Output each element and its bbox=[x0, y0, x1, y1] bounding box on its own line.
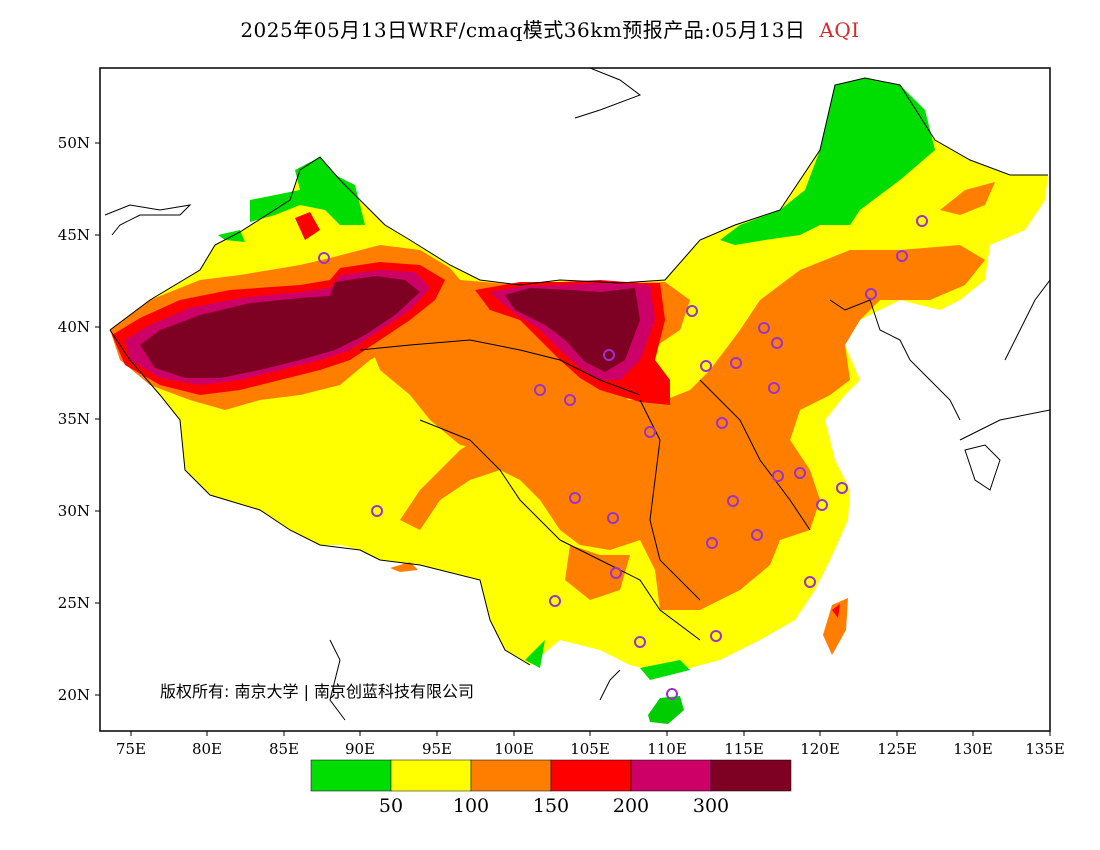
legend-label: 50 bbox=[379, 795, 403, 817]
lon-tick-label: 105E bbox=[570, 740, 610, 758]
lon-tick-label: 130E bbox=[953, 740, 993, 758]
station-marker bbox=[771, 337, 783, 349]
lon-axis: 75E 80E 85E 90E 95E 100E 105E 110E 115E … bbox=[116, 731, 1065, 758]
station-marker bbox=[730, 357, 742, 369]
lon-tick-label: 100E bbox=[494, 740, 534, 758]
lon-tick-label: 110E bbox=[647, 740, 687, 758]
aqi-zone-good-south bbox=[525, 640, 545, 668]
station-marker bbox=[768, 382, 780, 394]
station-marker bbox=[706, 537, 718, 549]
aqi-zone-hazardous-taklimakan bbox=[140, 276, 420, 378]
lon-tick-label: 120E bbox=[800, 740, 840, 758]
station-marker bbox=[666, 688, 678, 700]
taiwan-island bbox=[823, 598, 848, 655]
station-marker bbox=[534, 384, 546, 396]
station-marker bbox=[686, 305, 698, 317]
station-markers bbox=[318, 215, 928, 700]
station-marker bbox=[794, 467, 806, 479]
lat-tick-label: 50N bbox=[58, 134, 90, 152]
legend-swatch-unhealthy bbox=[550, 759, 632, 792]
lat-tick-label: 25N bbox=[58, 594, 90, 612]
lat-axis: 50N 45N 40N 35N 30N 25N 20N bbox=[58, 134, 100, 704]
lon-tick-label: 135E bbox=[1025, 740, 1065, 758]
map-frame bbox=[99, 67, 1051, 732]
lat-tick-label: 40N bbox=[58, 318, 90, 336]
lon-tick-label: 90E bbox=[345, 740, 375, 758]
legend-swatch-good bbox=[310, 759, 392, 792]
aqi-zone-sensitive-tibet bbox=[390, 562, 418, 572]
map-area bbox=[104, 68, 1050, 724]
station-marker bbox=[569, 492, 581, 504]
aqi-zone-sensitive-central bbox=[400, 245, 985, 610]
station-marker bbox=[758, 322, 770, 334]
legend-label: 150 bbox=[533, 795, 569, 817]
station-marker bbox=[603, 349, 615, 361]
aqi-zone-good-northwest bbox=[250, 157, 365, 225]
legend-swatch-sensitive bbox=[470, 759, 552, 792]
aqi-zone-sensitive-northeast bbox=[940, 182, 995, 215]
station-marker bbox=[700, 360, 712, 372]
title-variable: AQI bbox=[819, 18, 860, 42]
map-title: 2025年05月13日WRF/cmaq模式36km预报产品:05月13日 AQI bbox=[0, 14, 1100, 43]
station-marker bbox=[751, 529, 763, 541]
lat-tick-label: 35N bbox=[58, 410, 90, 428]
title-main: 2025年05月13日WRF/cmaq模式36km预报产品:05月13日 bbox=[240, 18, 806, 42]
aqi-zone-sensitive-south bbox=[565, 545, 630, 600]
aqi-zone-good-northeast bbox=[720, 78, 935, 245]
station-marker bbox=[564, 394, 576, 406]
lon-tick-label: 95E bbox=[422, 740, 452, 758]
legend-label: 100 bbox=[453, 795, 489, 817]
lon-tick-label: 75E bbox=[116, 740, 146, 758]
station-marker bbox=[772, 470, 784, 482]
lat-tick-label: 45N bbox=[58, 226, 90, 244]
aqi-legend: 50 100 150 200 300 bbox=[310, 759, 792, 817]
aqi-zone-unhealthy-spot bbox=[295, 212, 320, 240]
station-marker bbox=[607, 512, 619, 524]
lon-tick-label: 125E bbox=[877, 740, 917, 758]
station-marker bbox=[727, 495, 739, 507]
lon-tick-label: 80E bbox=[192, 740, 222, 758]
station-marker bbox=[710, 630, 722, 642]
lat-tick-label: 30N bbox=[58, 502, 90, 520]
lon-tick-label: 115E bbox=[724, 740, 764, 758]
station-marker bbox=[371, 505, 383, 517]
station-marker bbox=[634, 636, 646, 648]
lat-tick-label: 20N bbox=[58, 686, 90, 704]
station-marker bbox=[916, 215, 928, 227]
legend-swatch-very-unhealthy bbox=[630, 759, 712, 792]
station-marker bbox=[610, 567, 622, 579]
station-marker bbox=[836, 482, 848, 494]
lon-tick-label: 85E bbox=[269, 740, 299, 758]
station-marker bbox=[716, 417, 728, 429]
station-marker bbox=[644, 426, 656, 438]
legend-swatch-moderate bbox=[390, 759, 472, 792]
hainan-island bbox=[648, 696, 684, 724]
copyright-text: 版权所有: 南京大学 | 南京创蓝科技有限公司 bbox=[160, 682, 474, 701]
taiwan-hotspot bbox=[832, 604, 840, 618]
station-marker bbox=[865, 288, 877, 300]
station-marker bbox=[804, 576, 816, 588]
station-marker bbox=[318, 252, 330, 264]
legend-swatch-hazardous bbox=[710, 759, 792, 792]
legend-label: 200 bbox=[613, 795, 649, 817]
boundary-lines bbox=[104, 68, 1050, 721]
station-marker bbox=[896, 250, 908, 262]
legend-label: 300 bbox=[693, 795, 729, 817]
aqi-zone-good-guangxi bbox=[640, 660, 690, 680]
station-marker bbox=[549, 595, 561, 607]
station-marker bbox=[816, 499, 828, 511]
